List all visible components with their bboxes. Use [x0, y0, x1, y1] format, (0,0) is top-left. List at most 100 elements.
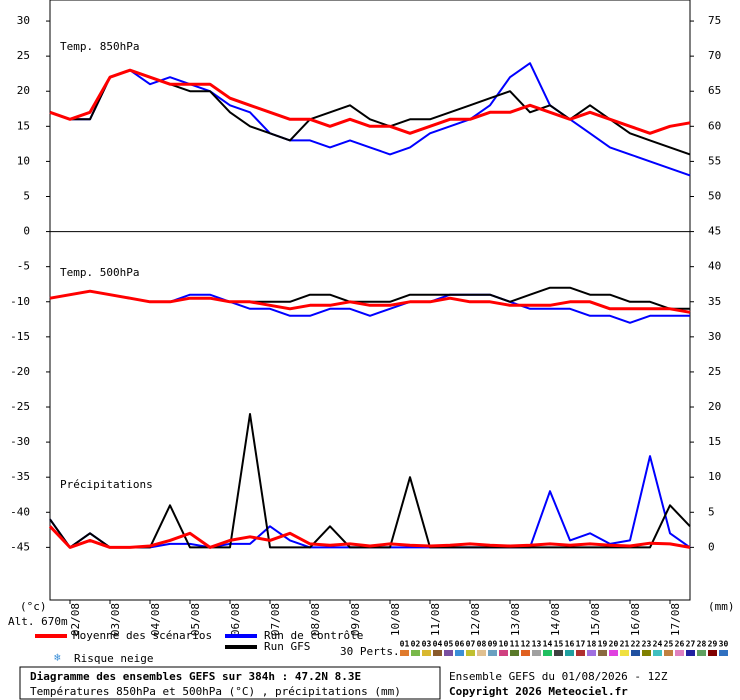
plot-frame [49, 0, 691, 601]
footer-copyright: Copyright 2026 Meteociel.fr [449, 685, 628, 698]
x-tick-label: 12/08 [469, 603, 482, 636]
x-tick-label: 13/08 [509, 603, 522, 636]
pert-swatch [400, 650, 409, 656]
y-tick-label: 15 [17, 119, 30, 132]
pert-swatch [444, 650, 453, 656]
legend-label: Run GFS [264, 640, 310, 653]
pert-swatch [488, 650, 497, 656]
x-tick-label: 06/08 [229, 603, 242, 636]
x-tick-label: 15/08 [589, 603, 602, 636]
pert-label: 03 [422, 640, 432, 649]
y2-tick-label: 40 [708, 260, 721, 273]
pert-label: 07 [466, 640, 476, 649]
pert-label: 05 [444, 640, 454, 649]
perts-label: 30 Perts. [340, 645, 400, 658]
x-tick-label: 11/08 [429, 603, 442, 636]
snow-label: Risque neige [74, 652, 153, 665]
x-tick-label: 04/08 [149, 603, 162, 636]
series-line [48, 525, 691, 549]
series-line [49, 68, 691, 135]
pert-label: 15 [554, 640, 564, 649]
pert-swatch [554, 650, 563, 656]
series-line [49, 62, 691, 177]
pert-swatch [609, 650, 618, 656]
pert-swatch [466, 650, 475, 656]
series-line [49, 289, 691, 314]
pert-label: 04 [433, 640, 443, 649]
y2-tick-label: 55 [708, 154, 721, 167]
pert-label: 30 [719, 640, 729, 649]
pert-swatch [719, 650, 728, 656]
legend-label: Moyenne des scénarios [73, 629, 212, 642]
pert-label: 29 [708, 640, 718, 649]
y-tick-label: -25 [10, 400, 30, 413]
y-tick-label: 5 [23, 189, 30, 202]
pert-label: 16 [565, 640, 575, 649]
pert-swatch [521, 650, 530, 656]
x-tick-label: 02/08 [69, 603, 82, 636]
pert-swatch [565, 650, 574, 656]
pert-swatch [532, 650, 541, 656]
pert-label: 17 [576, 640, 586, 649]
footer-run: Ensemble GEFS du 01/08/2026 - 12Z [449, 670, 668, 683]
pert-label: 11 [510, 640, 520, 649]
y2-tick-label: 70 [708, 49, 721, 62]
pert-swatch [411, 650, 420, 656]
pert-label: 01 [400, 640, 410, 649]
altitude: Alt. 670m [8, 615, 68, 628]
y-tick-label: -15 [10, 330, 30, 343]
y-tick-label: -5 [17, 260, 30, 273]
panel-label: Temp. 500hPa [60, 266, 139, 279]
pert-swatch [675, 650, 684, 656]
y2-tick-label: 25 [708, 365, 721, 378]
y2-tick-label: 50 [708, 189, 721, 202]
pert-label: 14 [543, 640, 553, 649]
x-tick-label: 14/08 [549, 603, 562, 636]
footer-subtitle: Températures 850hPa et 500hPa (°C) , pré… [30, 685, 401, 698]
y-unit: (°c) [20, 600, 47, 613]
pert-label: 08 [477, 640, 487, 649]
footer-box [19, 666, 441, 700]
pert-swatch [510, 650, 519, 656]
y2-tick-label: 75 [708, 14, 721, 27]
x-tick-label: 09/08 [349, 603, 362, 636]
pert-label: 28 [697, 640, 707, 649]
pert-swatch [697, 650, 706, 656]
pert-swatch [433, 650, 442, 656]
y-tick-label: 25 [17, 49, 30, 62]
pert-swatch [422, 650, 431, 656]
y2-tick-label: 45 [708, 225, 721, 238]
pert-label: 09 [488, 640, 498, 649]
pert-swatch [631, 650, 640, 656]
pert-swatch [620, 650, 629, 656]
pert-swatch [664, 650, 673, 656]
pert-label: 12 [521, 640, 531, 649]
pert-label: 25 [664, 640, 674, 649]
pert-swatch [708, 650, 717, 656]
pert-label: 22 [631, 640, 641, 649]
x-tick-label: 16/08 [629, 603, 642, 636]
pert-swatch [543, 650, 552, 656]
snow-icon: ❄ [54, 651, 61, 664]
pert-label: 21 [620, 640, 630, 649]
pert-swatch [455, 650, 464, 656]
y-tick-label: -40 [10, 505, 30, 518]
y2-unit: (mm) [708, 600, 735, 613]
pert-label: 10 [499, 640, 509, 649]
legend-label: Run de contrôle [264, 629, 363, 642]
y-tick-label: -35 [10, 470, 30, 483]
pert-label: 06 [455, 640, 465, 649]
y2-tick-label: 65 [708, 84, 721, 97]
y-tick-label: 0 [23, 225, 30, 238]
y2-tick-label: 20 [708, 400, 721, 413]
pert-label: 13 [532, 640, 542, 649]
y-tick-label: 10 [17, 154, 30, 167]
x-tick-label: 07/08 [269, 603, 282, 636]
y2-tick-label: 30 [708, 330, 721, 343]
x-tick-label: 08/08 [309, 603, 322, 636]
x-tick-label: 03/08 [109, 603, 122, 636]
y2-tick-label: 60 [708, 119, 721, 132]
pert-label: 24 [653, 640, 663, 649]
y-tick-label: -20 [10, 365, 30, 378]
